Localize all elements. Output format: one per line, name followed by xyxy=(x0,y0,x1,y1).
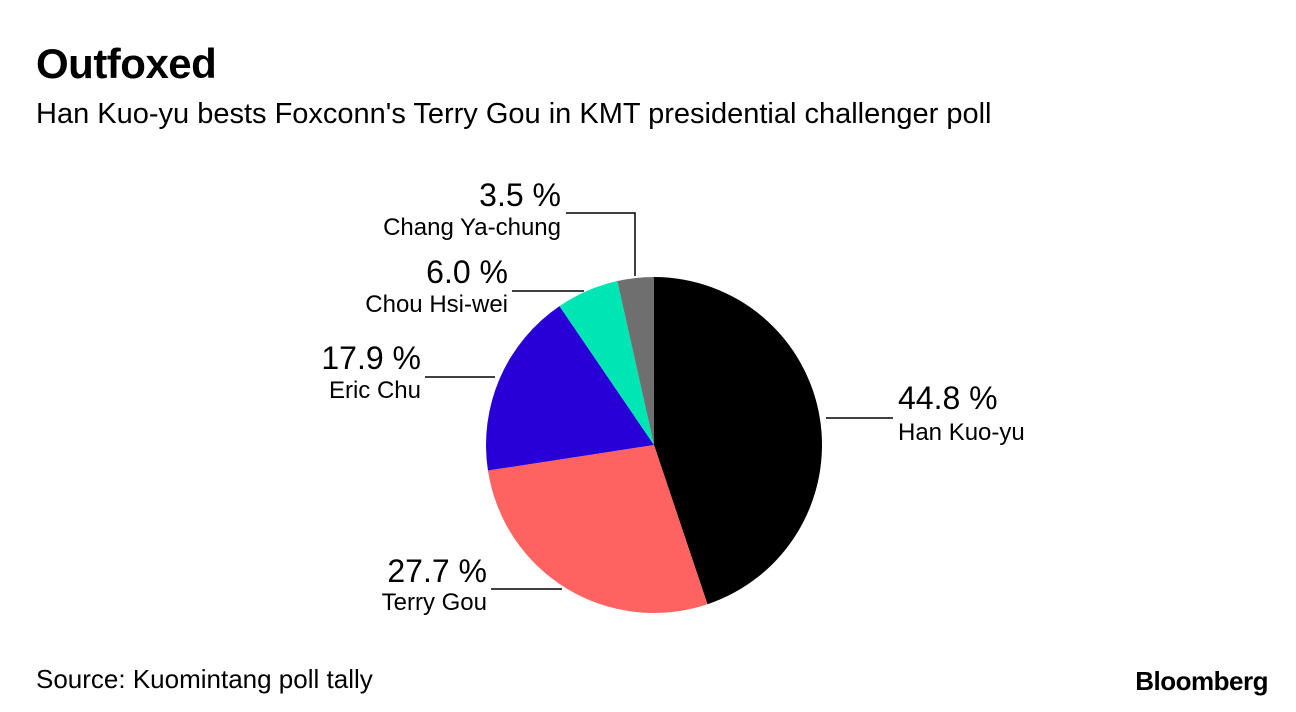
slice-name-label: Terry Gou xyxy=(382,589,487,616)
pie-slice-eric-chu xyxy=(486,306,654,471)
leader-line-chang-ya-chung xyxy=(566,212,636,276)
leader-lines xyxy=(425,212,893,590)
pie-slices xyxy=(486,277,822,613)
slice-name-label: Han Kuo-yu xyxy=(898,419,1025,446)
pie-slice-chou-hsi-wei xyxy=(559,281,654,445)
slice-name-label: Chang Ya-chung xyxy=(383,214,561,241)
source-note: Source: Kuomintang poll tally xyxy=(36,664,373,694)
slice-value-label: 6.0 % xyxy=(426,254,508,290)
pie-slice-chang-ya-chung xyxy=(617,277,654,445)
slice-value-label: 27.7 % xyxy=(387,553,487,589)
pie-slice-terry-gou xyxy=(487,445,708,613)
slice-value-label: 3.5 % xyxy=(479,177,561,213)
slice-value-label: 17.9 % xyxy=(321,340,421,376)
slice-name-label: Chou Hsi-wei xyxy=(365,291,508,318)
slice-name-label: Eric Chu xyxy=(329,377,421,404)
bloomberg-logo: Bloomberg xyxy=(1135,666,1268,696)
chart-title: Outfoxed xyxy=(36,40,217,87)
slice-labels: 44.8 % Han Kuo-yu 27.7 %Terry Gou 17.9 %Eri… xyxy=(321,177,1024,616)
slice-value-label: 44.8 % xyxy=(898,380,998,416)
chart-subtitle: Han Kuo-yu bests Foxconn's Terry Gou in … xyxy=(36,98,992,130)
pie-slice-han-kuo-yu xyxy=(654,277,822,605)
